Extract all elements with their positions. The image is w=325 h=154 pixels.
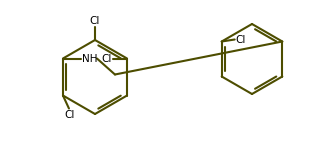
Text: Cl: Cl xyxy=(65,109,75,120)
Text: NH: NH xyxy=(82,53,98,63)
Text: Cl: Cl xyxy=(236,34,246,45)
Text: Cl: Cl xyxy=(90,16,100,26)
Text: Cl: Cl xyxy=(102,53,112,63)
